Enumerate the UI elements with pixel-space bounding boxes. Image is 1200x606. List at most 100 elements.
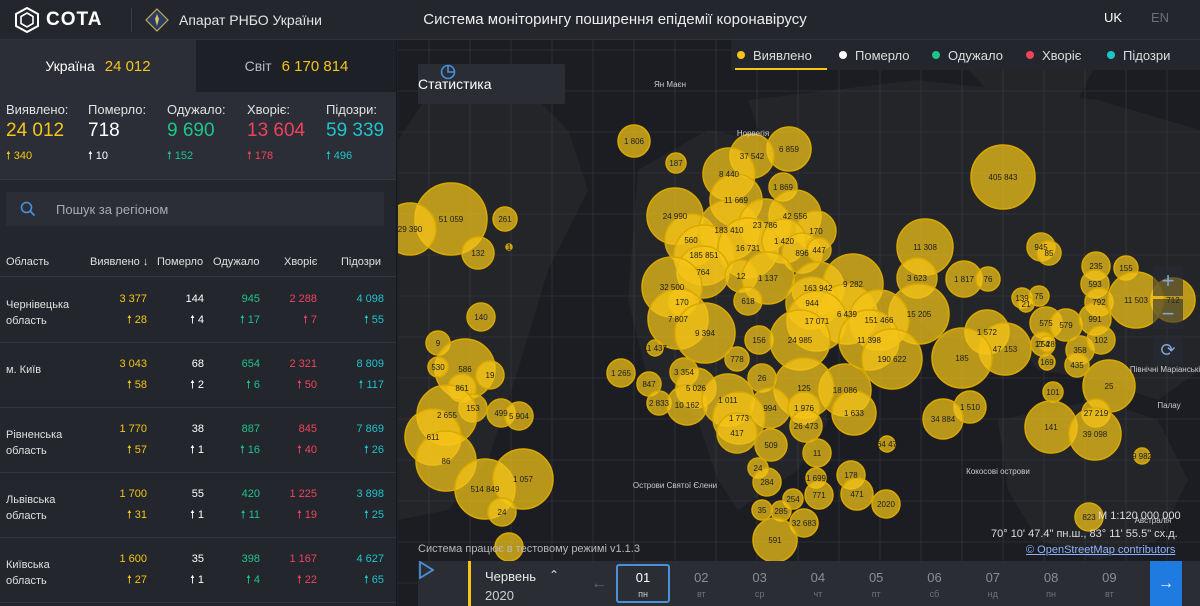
detected-bubble[interactable]: [804, 480, 834, 510]
detected-bubble[interactable]: [475, 360, 505, 390]
day-07[interactable]: 07 нд: [966, 564, 1020, 603]
bubble-label: 5 026: [686, 384, 707, 393]
bubble-label: 991: [1088, 315, 1102, 324]
detected-bubble[interactable]: [733, 286, 763, 316]
day-09[interactable]: 09 вт: [1082, 564, 1136, 603]
detected-bubble[interactable]: [840, 477, 874, 511]
detected-bubble[interactable]: [1017, 295, 1035, 313]
table-row[interactable]: Київська область 1 600 🠕 27 35 🠕 1 398 🠕 4 1 16…: [0, 538, 396, 603]
detected-bubble[interactable]: [754, 428, 788, 462]
detected-bubble[interactable]: [1038, 353, 1056, 371]
detected-bubble[interactable]: [1064, 352, 1090, 378]
detected-bubble[interactable]: [466, 302, 496, 332]
legend-sick[interactable]: Хворіє: [1026, 40, 1081, 70]
legend-suspect[interactable]: Підозри: [1107, 40, 1170, 70]
logo[interactable]: COTA: [14, 6, 102, 34]
day-number: 06: [927, 570, 942, 585]
detected-bubble[interactable]: [1074, 502, 1104, 532]
zoom-out-button[interactable]: −: [1153, 299, 1183, 329]
detected-bubble[interactable]: [492, 448, 554, 510]
table-row[interactable]: м. Київ 3 043 🠕 58 68 🠕 2 654 🠕 6 2 321 🠕 50 8 80…: [0, 343, 396, 408]
detected-bubble[interactable]: [931, 327, 993, 389]
next-day-button[interactable]: →: [1150, 561, 1182, 606]
tab-ukraine[interactable]: Україна 24 012: [0, 40, 196, 92]
detected-bubble[interactable]: [724, 346, 750, 372]
lang-uk-button[interactable]: UK: [1104, 10, 1123, 25]
tab-world[interactable]: Світ 6 170 814: [196, 40, 396, 92]
detected-bubble[interactable]: [871, 489, 901, 519]
stat-label: Померло:: [88, 102, 147, 117]
detected-bubble[interactable]: [487, 497, 517, 527]
day-02[interactable]: 02 вт: [674, 564, 728, 603]
play-button[interactable]: [418, 561, 460, 606]
th-sick[interactable]: Хворіє: [284, 256, 318, 268]
detected-bubble[interactable]: [461, 236, 495, 270]
prev-day-button[interactable]: ←: [584, 561, 614, 606]
detected-bubble[interactable]: [789, 409, 823, 443]
bubble-label: 24 985: [788, 336, 813, 345]
osm-attribution-link[interactable]: © OpenStreetMap contributors: [1026, 544, 1176, 556]
day-08[interactable]: 08 пн: [1024, 564, 1078, 603]
map-area[interactable]: 1 806 187 6 859 37 542 8 440 1 869 405 843 24 9…: [398, 40, 1200, 606]
statistics-button[interactable]: Статистика: [418, 64, 565, 104]
detected-bubble[interactable]: [1086, 325, 1116, 355]
detected-bubble[interactable]: [922, 398, 964, 440]
detected-bubble[interactable]: [802, 438, 832, 468]
table-row[interactable]: Чернівецька область 3 377 🠕 28 144 🠕 4 945 🠕 1…: [0, 278, 396, 343]
legend-detected[interactable]: Виявлено: [737, 40, 812, 70]
day-01[interactable]: 01 пн: [616, 564, 670, 603]
detected-bubble[interactable]: [878, 435, 896, 453]
bubble-label: 19: [486, 371, 495, 380]
detected-bubble[interactable]: [970, 144, 1036, 210]
detected-bubble[interactable]: [427, 356, 449, 378]
table-row[interactable]: Львівська область 1 700 🠕 31 55 🠕 1 420 🠕 11 1 …: [0, 473, 396, 538]
cell-died: 55 🠕 1: [190, 488, 204, 525]
tab-ukraine-value: 24 012: [104, 57, 151, 75]
detected-bubble[interactable]: [831, 390, 877, 436]
reset-view-button[interactable]: ⟳: [1153, 335, 1183, 365]
legend-died[interactable]: Померло: [839, 40, 910, 70]
month-selector[interactable]: Червень ⌃ 2020: [468, 561, 576, 606]
detected-bubble[interactable]: [1068, 407, 1122, 461]
th-recovered[interactable]: Одужало: [213, 256, 260, 268]
detected-bubble[interactable]: [606, 358, 636, 388]
detected-bubble[interactable]: [861, 328, 923, 390]
legend-recovered[interactable]: Одужало: [932, 40, 1003, 70]
cell-value: 1 600: [119, 553, 147, 565]
stat-delta: 🠕 496: [326, 150, 353, 162]
day-06[interactable]: 06 сб: [908, 564, 962, 603]
detected-bubble[interactable]: [975, 266, 1001, 292]
detected-bubble[interactable]: [716, 412, 758, 454]
detected-bubble[interactable]: [665, 152, 687, 174]
detected-bubble[interactable]: [1038, 335, 1056, 353]
zoom-in-button[interactable]: +: [1153, 266, 1183, 296]
table-row[interactable]: Рівненська область 1 770 🠕 57 38 🠕 1 887 🠕 16 8…: [0, 408, 396, 473]
detected-bubble[interactable]: [505, 243, 513, 251]
day-weekday: пн: [1046, 589, 1057, 599]
th-region[interactable]: Область: [6, 256, 50, 268]
lang-en-button[interactable]: EN: [1151, 10, 1170, 25]
th-suspect[interactable]: Підозри: [341, 256, 382, 268]
detected-bubble[interactable]: [646, 339, 664, 357]
day-03[interactable]: 03 ср: [733, 564, 787, 603]
th-detected[interactable]: Виявлено ↓: [90, 256, 149, 268]
detected-bubble[interactable]: [674, 302, 736, 364]
th-died[interactable]: Померло: [157, 256, 204, 268]
detected-bubble[interactable]: [617, 124, 651, 158]
place-label: Австралія: [1135, 516, 1172, 525]
detected-bubble[interactable]: [752, 467, 782, 497]
day-04[interactable]: 04 чт: [791, 564, 845, 603]
day-05[interactable]: 05 пт: [849, 564, 903, 603]
cell-value: 1 225: [289, 488, 317, 500]
region-search-input[interactable]: [56, 192, 376, 226]
detected-bubble[interactable]: [398, 202, 437, 256]
org-link[interactable]: Апарат РНБО України: [145, 6, 322, 34]
cell-value: 35: [191, 553, 204, 565]
detected-bubble[interactable]: [492, 206, 518, 232]
detected-bubble[interactable]: [1036, 240, 1062, 266]
detected-bubble[interactable]: [504, 401, 534, 431]
bubble-label: 593: [1088, 280, 1102, 289]
detected-bubble[interactable]: [1133, 447, 1151, 465]
